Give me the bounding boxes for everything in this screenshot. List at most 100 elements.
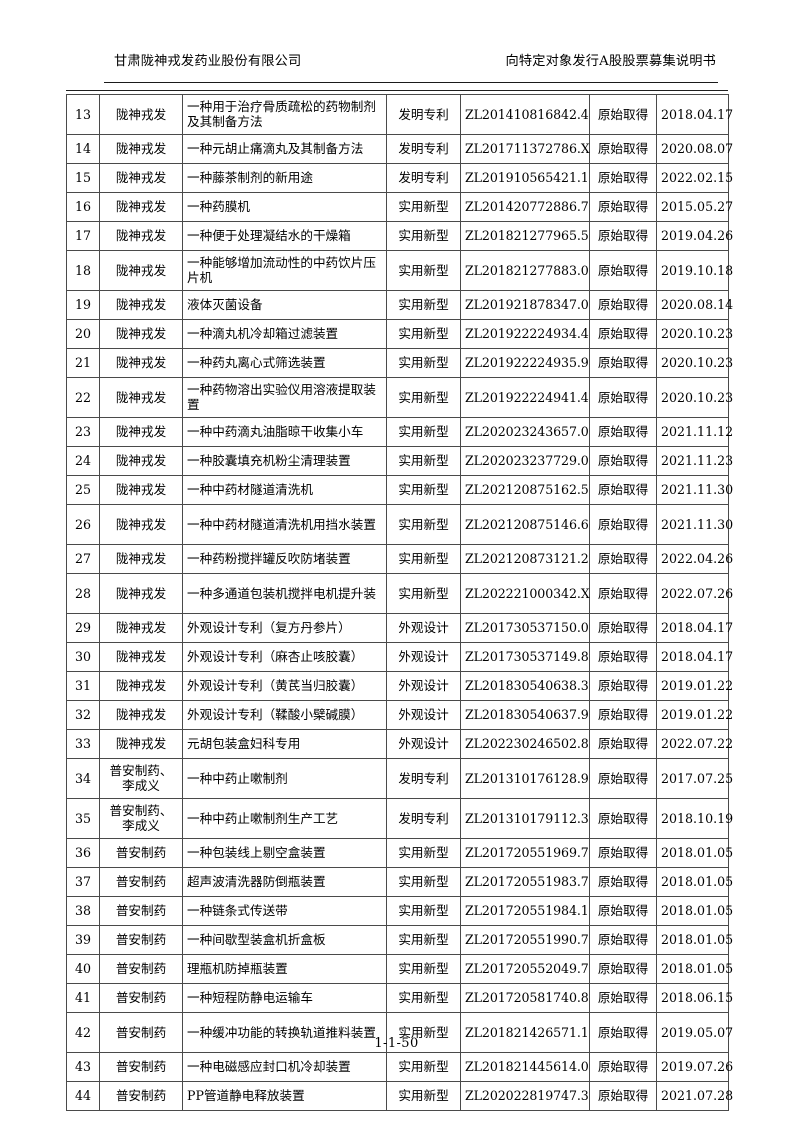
cell-owner: 陇神戎发 [99,290,183,320]
cell-patent-type: 外观设计 [386,642,461,672]
cell-patent-name: 一种短程防静电运输车 [182,983,387,1013]
cell-owner: 陇神戎发 [99,446,183,476]
cell-patent-type: 发明专利 [386,94,461,135]
cell-owner: 陇神戎发 [99,319,183,349]
cell-date: 2019.05.07 [656,1012,733,1053]
cell-patent-name: 一种药物溶出实验仪用溶液提取装置 [182,377,387,418]
cell-序号: 29 [66,613,100,643]
table-row: 25 陇神戎发 一种中药材隧道清洗机 实用新型 ZL202120875162.5 原始取得… [66,475,733,505]
table-row: 35 普安制药、李成义 一种中药止嗽制剂生产工艺 发明专利 ZL201310179112… [66,798,733,839]
page-footer: 1-1-50 [0,1036,793,1051]
cell-patent-name: 外观设计专利（黄芪当归胶囊） [182,671,387,701]
cell-date: 2018.04.17 [656,642,733,672]
cell-date: 2022.07.26 [656,573,733,614]
table-row: 28 陇神戎发 一种多通道包装机搅拌电机提升装 实用新型 ZL202221000342.… [66,573,733,614]
running-header: 甘肃陇神戎发药业股份有限公司 向特定对象发行A股股票募集说明书 [104,52,718,83]
cell-patent-name: 外观设计专利（麻杏止咳胶囊） [182,642,387,672]
table-row: 19 陇神戎发 液体灭菌设备 实用新型 ZL201921878347.0 原始取得 2020… [66,290,733,320]
cell-acquisition: 原始取得 [589,1052,657,1082]
cell-序号: 43 [66,1052,100,1082]
table-row: 24 陇神戎发 一种胶囊填充机粉尘清理装置 实用新型 ZL202023237729.0 原… [66,446,733,476]
cell-patent-name: 元胡包装盒妇科专用 [182,729,387,759]
page-number: 1-1-50 [374,1036,419,1051]
cell-patent-type: 实用新型 [386,377,461,418]
cell-序号: 19 [66,290,100,320]
table-top-rule [66,90,728,91]
patent-table: 13 陇神戎发 一种用于治疗骨质疏松的药物制剂及其制备方法 发明专利 ZL2014108… [66,94,733,1111]
table-row: 34 普安制药、李成义 一种中药止嗽制剂 发明专利 ZL201310176128.9 原始… [66,758,733,799]
cell-acquisition: 原始取得 [589,163,657,193]
cell-patent-number: ZL201821277965.5 [460,221,590,251]
cell-patent-type: 实用新型 [386,504,461,545]
cell-patent-number: ZL201910565421.1 [460,163,590,193]
cell-序号: 30 [66,642,100,672]
cell-patent-number: ZL201720581740.8 [460,983,590,1013]
cell-patent-type: 实用新型 [386,573,461,614]
cell-patent-name: 一种能够增加流动性的中药饮片压片机 [182,250,387,291]
cell-acquisition: 原始取得 [589,250,657,291]
cell-patent-type: 实用新型 [386,446,461,476]
cell-date: 2020.10.23 [656,377,733,418]
cell-date: 2020.10.23 [656,348,733,378]
cell-patent-name: 一种间歇型装盒机折盒板 [182,925,387,955]
cell-acquisition: 原始取得 [589,954,657,984]
cell-patent-name: 一种药膜机 [182,192,387,222]
cell-序号: 33 [66,729,100,759]
table-row: 43 普安制药 一种电磁感应封口机冷却装置 实用新型 ZL201821445614.0 原… [66,1052,733,1082]
cell-patent-type: 实用新型 [386,192,461,222]
cell-patent-name: 一种链条式传送带 [182,896,387,926]
cell-patent-number: ZL202022819747.3 [460,1081,590,1111]
cell-owner: 陇神戎发 [99,250,183,291]
cell-patent-type: 实用新型 [386,544,461,574]
cell-序号: 18 [66,250,100,291]
cell-date: 2018.01.05 [656,954,733,984]
cell-owner: 陇神戎发 [99,475,183,505]
table-row: 15 陇神戎发 一种藤茶制剂的新用途 发明专利 ZL201910565421.1 原始取得… [66,163,733,193]
cell-date: 2018.10.19 [656,798,733,839]
cell-acquisition: 原始取得 [589,925,657,955]
cell-patent-type: 实用新型 [386,1081,461,1111]
cell-patent-number: ZL202023243657.0 [460,417,590,447]
cell-序号: 14 [66,134,100,164]
cell-patent-number: ZL201821445614.0 [460,1052,590,1082]
cell-date: 2021.11.30 [656,504,733,545]
cell-patent-name: PP管道静电释放装置 [182,1081,387,1111]
cell-patent-name: 一种中药止嗽制剂生产工艺 [182,798,387,839]
cell-acquisition: 原始取得 [589,319,657,349]
table-row: 27 陇神戎发 一种药粉搅拌罐反吹防堵装置 实用新型 ZL202120873121.2 原… [66,544,733,574]
cell-序号: 27 [66,544,100,574]
cell-acquisition: 原始取得 [589,94,657,135]
cell-owner: 陇神戎发 [99,348,183,378]
cell-序号: 41 [66,983,100,1013]
cell-acquisition: 原始取得 [589,417,657,447]
cell-owner: 陇神戎发 [99,192,183,222]
cell-acquisition: 原始取得 [589,896,657,926]
cell-acquisition: 原始取得 [589,446,657,476]
patent-table-body: 13 陇神戎发 一种用于治疗骨质疏松的药物制剂及其制备方法 发明专利 ZL2014108… [66,94,733,1111]
cell-patent-type: 实用新型 [386,1052,461,1082]
cell-owner: 普安制药 [99,1081,183,1111]
cell-patent-type: 实用新型 [386,348,461,378]
cell-patent-number: ZL201830540637.9 [460,700,590,730]
cell-patent-number: ZL201922224934.4 [460,319,590,349]
cell-序号: 32 [66,700,100,730]
cell-patent-type: 外观设计 [386,700,461,730]
cell-patent-name: 一种电磁感应封口机冷却装置 [182,1052,387,1082]
cell-序号: 15 [66,163,100,193]
cell-patent-type: 实用新型 [386,983,461,1013]
cell-patent-number: ZL201420772886.7 [460,192,590,222]
cell-patent-name: 一种元胡止痛滴丸及其制备方法 [182,134,387,164]
cell-patent-number: ZL201830540638.3 [460,671,590,701]
cell-序号: 35 [66,798,100,839]
cell-序号: 21 [66,348,100,378]
cell-date: 2021.11.12 [656,417,733,447]
table-row: 33 陇神戎发 元胡包装盒妇科专用 外观设计 ZL202230246502.8 原始取得 2… [66,729,733,759]
table-row: 20 陇神戎发 一种滴丸机冷却箱过滤装置 实用新型 ZL201922224934.4 原始… [66,319,733,349]
table-row: 30 陇神戎发 外观设计专利（麻杏止咳胶囊） 外观设计 ZL201730537149.8… [66,642,733,672]
cell-date: 2017.07.25 [656,758,733,799]
cell-owner: 陇神戎发 [99,417,183,447]
cell-序号: 34 [66,758,100,799]
cell-patent-name: 外观设计专利（复方丹参片） [182,613,387,643]
cell-owner: 普安制药 [99,1012,183,1053]
cell-patent-type: 外观设计 [386,729,461,759]
